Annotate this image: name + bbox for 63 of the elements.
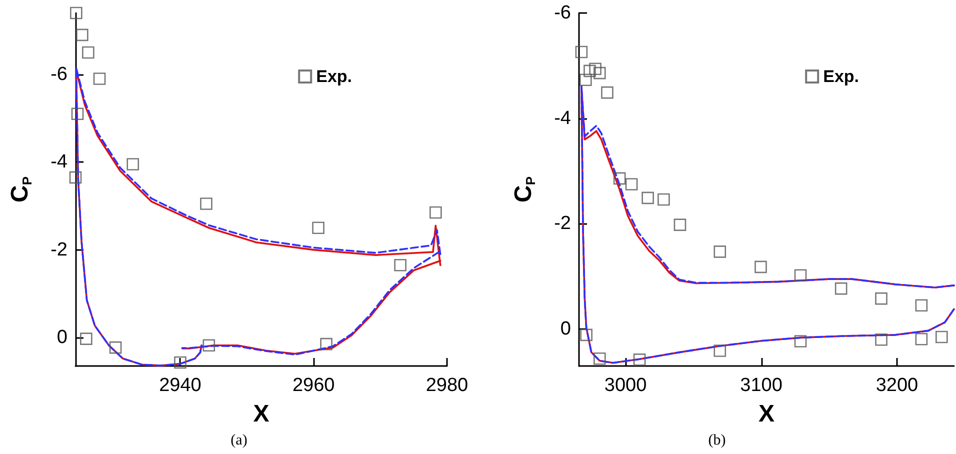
x-axis-title: X [758,400,775,428]
legend-label: Exp. [823,67,860,86]
text: (b) [708,432,726,448]
point [834,282,848,295]
point [714,344,726,357]
point [593,66,606,80]
y-tick-label: -4 [50,152,68,173]
point [93,72,106,85]
point [200,198,212,210]
point [580,328,592,342]
x-tick-label: 3100 [740,375,782,396]
point [936,330,948,344]
x-tick-label: 2960 [292,375,335,396]
y-axis-title: CP [510,176,538,203]
point [174,356,186,369]
point [593,352,606,365]
point [71,108,84,120]
point [625,178,638,190]
text: (a) [230,432,248,448]
y-tick-label: 0 [56,326,68,348]
point [633,354,646,366]
x-tick-label: 3200 [876,375,918,396]
point [202,339,216,352]
point [674,218,686,231]
point [915,299,928,312]
y-tick-label: -2 [554,213,571,234]
point [430,206,442,219]
x-tick-label: 3000 [604,375,647,396]
point [754,260,767,274]
point [312,222,324,234]
y-tick-label: -6 [554,2,571,24]
point [915,332,928,346]
point [575,46,588,58]
legend-label: Exp. [316,67,352,86]
y-tick-label: -2 [50,239,68,260]
point [642,192,654,204]
point [584,64,596,78]
point [580,74,592,86]
y-axis-title: CP [6,176,34,203]
point [601,86,614,99]
point [80,332,92,345]
point [658,193,670,206]
y-tick-label: -4 [554,108,572,129]
point [875,334,888,346]
x-tick-label: 2980 [426,375,468,396]
point [69,171,82,184]
point [589,62,602,75]
point [613,172,626,185]
point [714,246,726,258]
point [70,6,82,20]
point [76,28,88,42]
point [320,338,332,350]
y-tick-label: 0 [560,318,571,340]
point [109,341,122,354]
point [126,158,140,170]
x-tick-label: 2940 [159,375,202,396]
point [794,269,807,282]
point [875,292,888,305]
x-axis-title: X [253,400,270,428]
point [82,46,94,59]
point [394,258,406,272]
y-tick-label: -6 [50,64,68,85]
point [794,335,807,348]
